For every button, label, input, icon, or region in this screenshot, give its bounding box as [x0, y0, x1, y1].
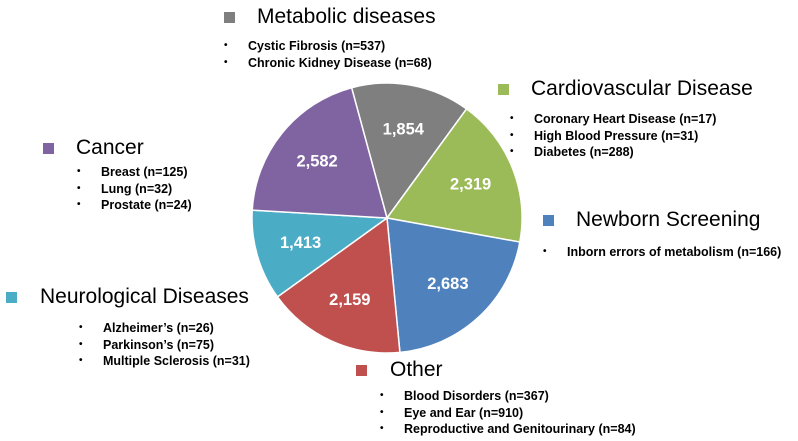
detail-item: • Parkinson’s (n=75)	[79, 337, 215, 352]
detail-item: • Inborn errors of metabolism (n=166)	[543, 245, 782, 259]
neurological-diseases-swatch	[6, 291, 17, 303]
slice-value-label: 1,413	[280, 234, 321, 252]
pie-slice-cardiovascular-disease	[385, 107, 523, 243]
cardiovascular-disease-swatch	[498, 83, 509, 95]
label-cardiovascular-disease: Cardiovascular Disease • Coronary Heart D…	[498, 77, 753, 161]
pie-slice-other	[276, 216, 401, 354]
detail-item: • Cystic Fibrosis (n=537)	[224, 39, 386, 53]
detail-item: • Breast (n=125)	[77, 165, 188, 179]
slice-value-label: 1,854	[383, 121, 425, 139]
label-neurological-diseases: Neurological Diseases • Alzheimer’s (n=26…	[6, 285, 250, 370]
label-cancer: Cancer • Breast (n=125) • Lung (n=32) • Pro…	[43, 136, 192, 214]
cancer-swatch	[43, 142, 54, 154]
newborn-screening-swatch	[543, 214, 554, 226]
slice-value-label: 2,159	[329, 291, 370, 309]
detail-item: • Reproductive and Genitourinary (n=84)	[380, 422, 636, 436]
cardiovascular-disease-title: Cardiovascular Disease	[531, 77, 753, 100]
detail-item: • Coronary Heart Disease (n=17)	[510, 112, 717, 126]
pie-slice-neurological-diseases	[251, 209, 390, 298]
pie-slice-cancer	[251, 86, 388, 219]
detail-item: • Blood Disorders (n=367)	[380, 389, 549, 403]
cancer-title: Cancer	[76, 136, 144, 159]
slice-value-label: 2,319	[450, 176, 491, 194]
detail-item: • Multiple Sclerosis (n=31)	[79, 354, 250, 368]
detail-item: • Prostate (n=24)	[77, 198, 192, 212]
pie-slice-newborn-screening	[386, 217, 521, 354]
detail-item: • Diabetes (n=288)	[510, 145, 634, 159]
detail-item: • High Blood Pressure (n=31)	[510, 128, 699, 143]
pie-slice-metabolic-diseases	[350, 82, 468, 220]
detail-item: • Eye and Ear (n=910)	[380, 405, 524, 420]
neurological-diseases-title: Neurological Diseases	[40, 285, 249, 308]
detail-item: • Lung (n=32)	[77, 181, 173, 196]
label-metabolic-diseases: Metabolic diseases • Cystic Fibrosis (n=5…	[224, 5, 436, 71]
slice-value-label: 2,582	[296, 152, 337, 170]
metabolic-diseases-title: Metabolic diseases	[257, 5, 436, 28]
metabolic-diseases-swatch	[224, 11, 235, 23]
label-other: Other • Blood Disorders (n=367) • Eye and …	[356, 358, 636, 438]
other-title: Other	[390, 358, 443, 381]
newborn-screening-title: Newborn Screening	[576, 208, 761, 231]
label-newborn-screening: Newborn Screening • Inborn errors of meta…	[543, 208, 781, 261]
slice-value-label: 2,683	[427, 275, 468, 293]
detail-item: • Chronic Kidney Disease (n=68)	[224, 55, 432, 70]
detail-item: • Alzheimer’s (n=26)	[79, 321, 214, 335]
other-swatch	[356, 364, 367, 376]
